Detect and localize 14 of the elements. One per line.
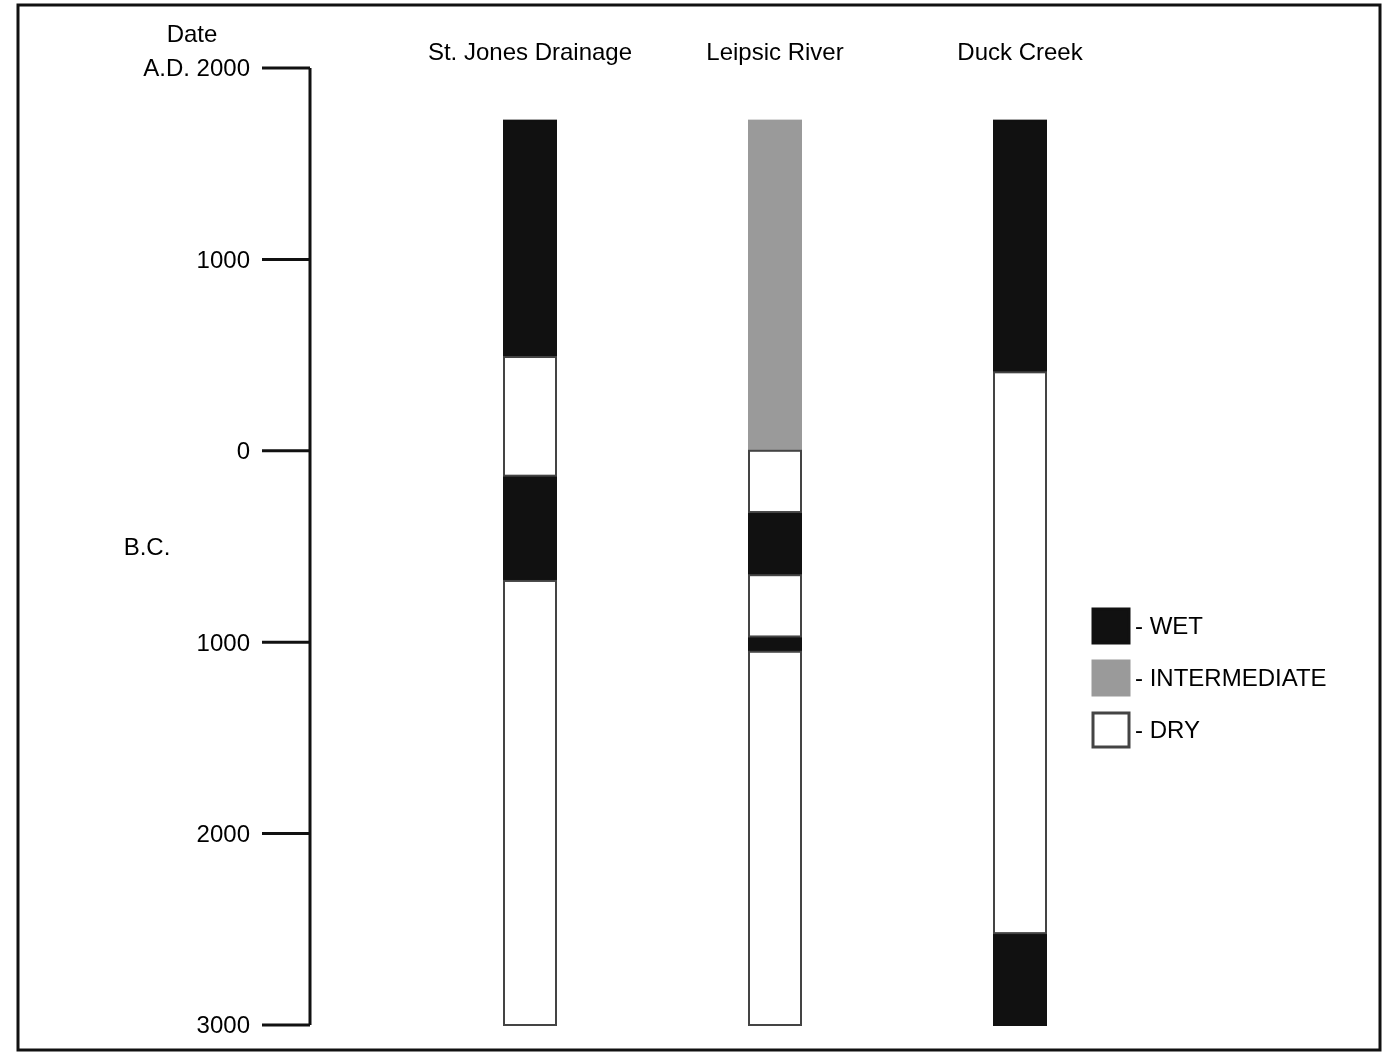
y-tick-label: 1000	[196, 245, 250, 273]
legend-label: - INTERMEDIATE	[1135, 664, 1327, 692]
x-tick-label: Duck Creek	[957, 38, 1084, 65]
y-tick-label: 3000	[196, 1011, 250, 1039]
y-tick-label: A.D. 2000	[143, 54, 250, 82]
y-tick-label: 1000	[196, 628, 250, 656]
y-tick-label: 2000	[196, 820, 250, 847]
y-axis-title: Date	[166, 20, 218, 47]
x-tick-label: Leipsic River	[706, 38, 844, 65]
y-tick-label: 0	[236, 437, 250, 465]
legend-label: - WET	[1135, 612, 1204, 640]
text: B.C.	[123, 532, 171, 560]
x-tick-label: St. Jones Drainage	[427, 38, 633, 65]
legend-label: - DRY	[1135, 716, 1200, 744]
